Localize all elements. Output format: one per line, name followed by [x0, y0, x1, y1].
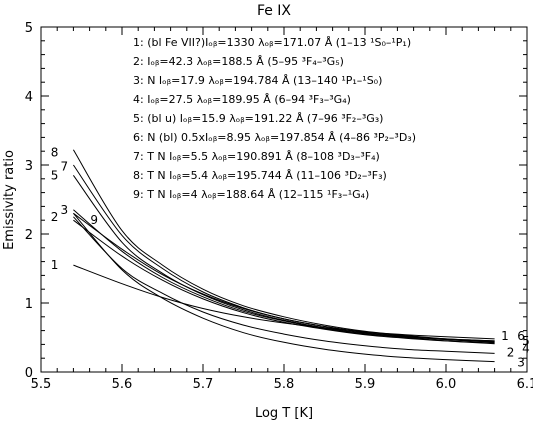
series-line-2: [73, 216, 495, 354]
x-tick-label: 5.8: [274, 377, 295, 392]
x-tick-label: 6.1: [517, 377, 533, 392]
data-curves: [72, 149, 495, 363]
curve-label-1: 1: [501, 329, 509, 343]
y-tick-label: 5: [25, 21, 33, 36]
legend-entry-1: 1: (bl Fe VII?)Iₒᵦ=1330 λₒᵦ=171.07 Å (1–…: [133, 36, 411, 49]
legend-entry-6: 6: N (bl) 0.5xIₒᵦ=8.95 λₒᵦ=197.854 Å (4–…: [133, 131, 416, 144]
legend-entry-7: 7: T N Iₒᵦ=5.5 λₒᵦ=190.891 Å (8–108 ³D₃–…: [133, 150, 380, 163]
curve-label-6: 6: [517, 329, 525, 343]
series-line-8: [72, 149, 495, 342]
curve-label-2: 2: [51, 210, 59, 224]
axis-ticks: 5.55.65.75.85.96.06.1012345: [25, 21, 533, 392]
x-tick-label: 5.7: [193, 377, 214, 392]
legend-entry-3: 3: N Iₒᵦ=17.9 λₒᵦ=194.784 Å (13–140 ¹P₁–…: [133, 74, 382, 87]
curve-label-5: 5: [522, 334, 530, 348]
curve-label-7: 7: [60, 159, 68, 173]
series-line-4: [73, 209, 495, 345]
curve-label-1: 1: [51, 258, 59, 272]
y-tick-label: 1: [25, 297, 33, 312]
series-line-6: [73, 212, 495, 342]
y-tick-label: 3: [25, 159, 33, 174]
x-tick-label: 5.9: [355, 377, 376, 392]
y-tick-label: 0: [25, 366, 33, 381]
curve-label-3: 3: [517, 355, 525, 369]
curve-label-3: 3: [60, 203, 68, 217]
legend-entry-9: 9: T N Iₒᵦ=4 λₒᵦ=188.64 Å (12–115 ¹F₃–¹G…: [133, 188, 369, 201]
legend: 1: (bl Fe VII?)Iₒᵦ=1330 λₒᵦ=171.07 Å (1–…: [133, 36, 416, 201]
series-line-7: [72, 164, 495, 343]
series-line-1: [73, 264, 495, 340]
curve-label-9: 9: [90, 213, 98, 227]
x-tick-label: 6.0: [436, 377, 457, 392]
chart-title: Fe IX: [257, 3, 291, 19]
legend-entry-4: 4: Iₒᵦ=27.5 λₒᵦ=189.95 Å (6–94 ³F₃–³G₄): [133, 93, 351, 106]
series-line-3: [73, 212, 495, 363]
curve-label-5: 5: [51, 168, 59, 182]
legend-entry-5: 5: (bl u) Iₒᵦ=15.9 λₒᵦ=191.22 Å (7–96 ³F…: [133, 112, 383, 125]
series-line-9: [73, 219, 495, 344]
x-tick-label: 5.6: [112, 377, 133, 392]
legend-entry-2: 2: Iₒᵦ=42.3 λₒᵦ=188.5 Å (5–95 ³F₄–³G₅): [133, 55, 344, 68]
x-axis-label: Log T [K]: [255, 406, 313, 421]
y-axis-label: Emissivity ratio: [2, 150, 17, 250]
legend-entry-8: 8: T N Iₒᵦ=5.4 λₒᵦ=195.744 Å (11–106 ³D₂…: [133, 169, 387, 182]
curve-label-2: 2: [507, 346, 515, 360]
y-tick-label: 4: [25, 90, 33, 105]
x-tick-label: 5.5: [31, 377, 52, 392]
curve-label-8: 8: [51, 146, 59, 160]
y-tick-label: 2: [25, 228, 33, 243]
curve-label-4: 4: [522, 342, 530, 356]
